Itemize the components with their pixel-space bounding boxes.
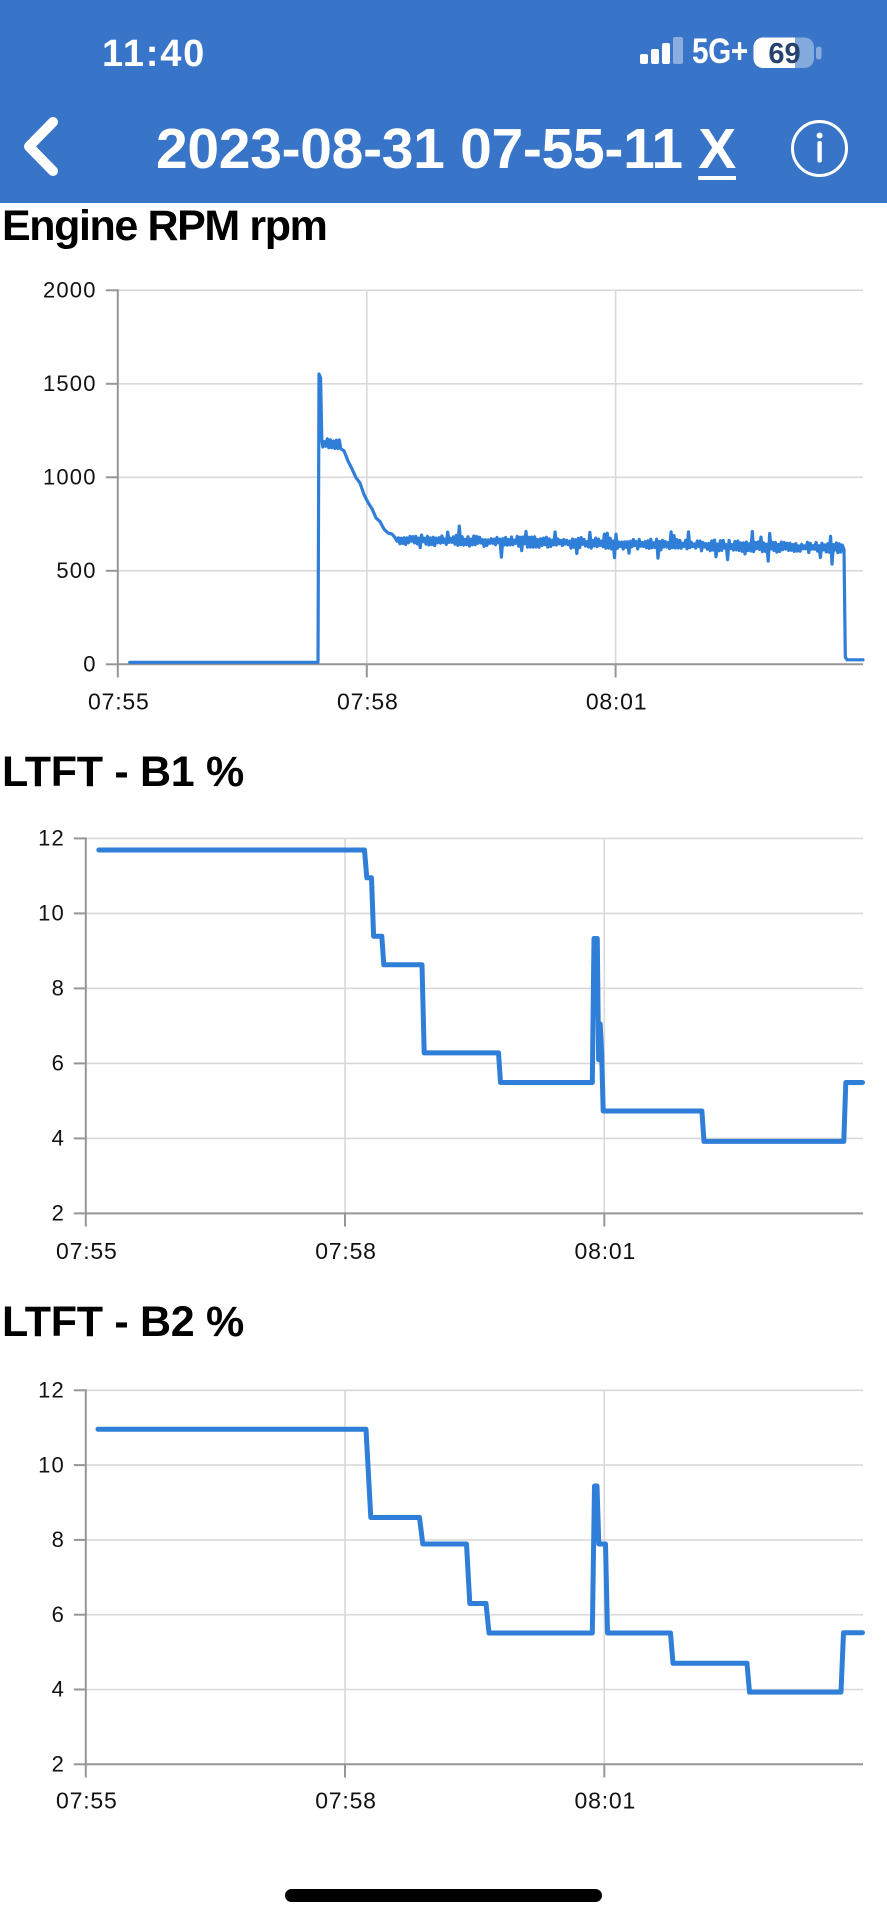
svg-text:12: 12 [38,826,65,851]
svg-text:0: 0 [83,652,96,677]
svg-text:2: 2 [52,1201,65,1226]
svg-text:07:58: 07:58 [337,689,399,715]
svg-text:1000: 1000 [43,465,97,490]
svg-text:500: 500 [56,558,96,583]
svg-text:07:58: 07:58 [315,1238,377,1264]
svg-text:2: 2 [52,1752,65,1777]
svg-text:1500: 1500 [43,371,97,396]
svg-text:4: 4 [52,1677,65,1702]
svg-text:8: 8 [52,976,65,1001]
svg-text:6: 6 [52,1602,65,1627]
svg-text:08:01: 08:01 [575,1788,637,1814]
svg-text:2000: 2000 [43,278,97,303]
svg-text:10: 10 [38,901,65,926]
svg-text:6: 6 [52,1051,65,1076]
svg-text:07:55: 07:55 [56,1788,118,1814]
svg-text:07:58: 07:58 [315,1788,377,1814]
svg-text:10: 10 [38,1452,65,1477]
svg-text:08:01: 08:01 [586,689,648,715]
svg-text:07:55: 07:55 [88,689,150,715]
svg-text:07:55: 07:55 [56,1238,118,1264]
svg-text:12: 12 [38,1378,65,1403]
svg-text:8: 8 [52,1527,65,1552]
svg-text:4: 4 [52,1126,65,1151]
svg-text:08:01: 08:01 [575,1238,637,1264]
svg-text:69: 69 [768,38,800,70]
